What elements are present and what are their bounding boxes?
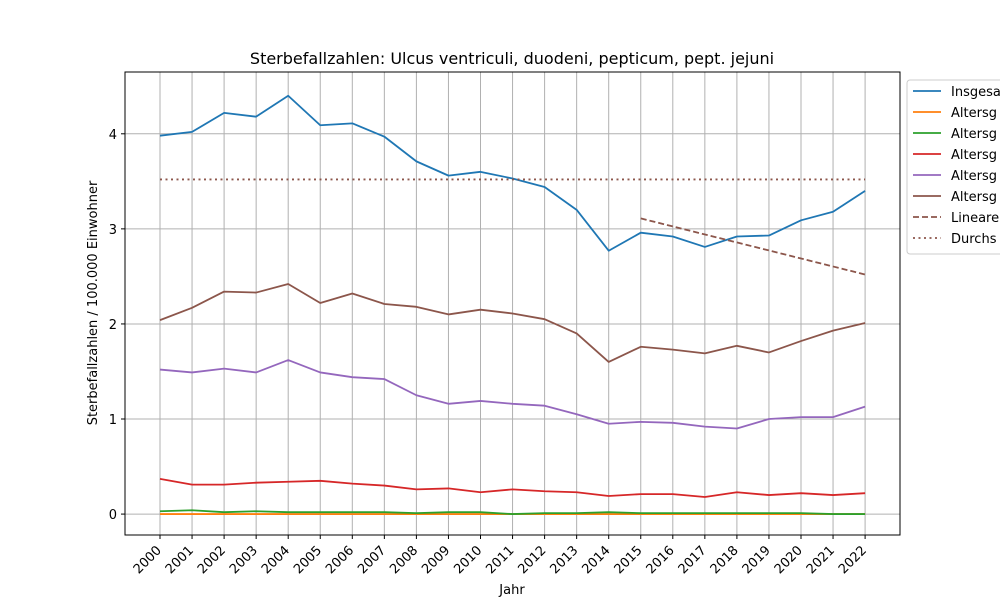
x-tick-label: 2019: [740, 543, 774, 577]
legend-box: [906, 79, 1000, 255]
series-line-2: [159, 509, 866, 515]
x-tick-label: 2014: [580, 543, 614, 577]
legend-label: Lineare: [951, 211, 999, 226]
x-ticks: 2000200120022003200420052006200720082009…: [131, 535, 870, 577]
x-tick-label: 2018: [708, 543, 742, 577]
x-tick-label: 2016: [644, 543, 678, 577]
y-tick-label: 4: [109, 128, 117, 143]
legend-label: Altersg: [951, 169, 997, 184]
grid: [125, 72, 900, 535]
x-tick-label: 2003: [227, 543, 261, 577]
series-line-5: [159, 283, 866, 363]
legend-label: Altersg: [951, 106, 997, 121]
series-line-0: [159, 94, 866, 252]
series-line-3: [159, 478, 866, 498]
x-tick-label: 2011: [483, 543, 517, 577]
x-tick-label: 2022: [836, 543, 870, 577]
y-tick-label: 3: [109, 223, 117, 238]
x-tick-label: 2000: [131, 543, 165, 577]
x-tick-label: 2020: [772, 543, 806, 577]
y-tick-label: 2: [109, 318, 117, 333]
x-tick-label: 2004: [259, 543, 293, 577]
x-tick-label: 2012: [515, 543, 549, 577]
legend-label: Altersg: [951, 148, 997, 163]
x-tick-label: 2005: [291, 543, 325, 577]
y-tick-label: 1: [109, 413, 117, 428]
series-layer: [159, 94, 866, 515]
x-tick-label: 2021: [804, 543, 838, 577]
legend-label: Durchs: [951, 232, 997, 247]
series-line-6: [640, 217, 866, 276]
x-tick-label: 2009: [419, 543, 453, 577]
x-tick-label: 2013: [547, 543, 581, 577]
x-tick-label: 2008: [387, 543, 421, 577]
y-axis-label: Sterbefallzahlen / 100.000 Einwohner: [86, 180, 101, 425]
y-ticks: 0 1 2 3 4: [109, 128, 125, 523]
legend-label: Altersg: [951, 127, 997, 142]
chart-title: Sterbefallzahlen: Ulcus ventriculi, duod…: [250, 49, 774, 68]
x-tick-label: 2006: [323, 543, 357, 577]
x-tick-label: 2015: [612, 543, 646, 577]
x-tick-label: 2002: [195, 543, 229, 577]
x-axis-label: Jahr: [498, 583, 525, 598]
series-line-4: [159, 359, 866, 430]
x-tick-label: 2010: [451, 543, 485, 577]
legend-label: Insgesa: [951, 85, 1000, 100]
legend: Insgesa Altersg Altersg Altersg Altersg Alter…: [906, 79, 1000, 255]
x-tick-label: 2017: [676, 543, 710, 577]
y-tick-label: 0: [109, 508, 117, 523]
x-tick-label: 2001: [163, 543, 197, 577]
legend-label: Altersg: [951, 190, 997, 205]
x-tick-label: 2007: [355, 543, 389, 577]
